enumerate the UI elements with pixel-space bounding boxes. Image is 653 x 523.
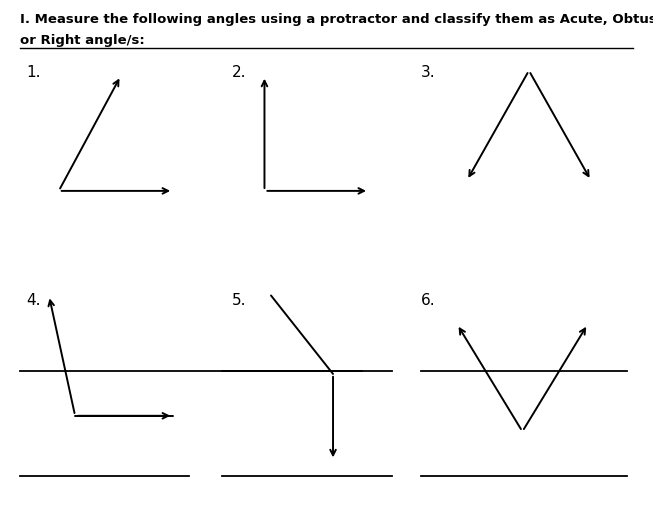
Text: 1.: 1. — [26, 65, 40, 81]
Text: 6.: 6. — [421, 293, 436, 308]
Text: 5.: 5. — [232, 293, 246, 308]
Text: I. Measure the following angles using a protractor and classify them as Acute, O: I. Measure the following angles using a … — [20, 13, 653, 26]
Text: or Right angle/s:: or Right angle/s: — [20, 34, 144, 47]
Text: 4.: 4. — [26, 293, 40, 308]
Text: 2.: 2. — [232, 65, 246, 81]
Text: 3.: 3. — [421, 65, 436, 81]
